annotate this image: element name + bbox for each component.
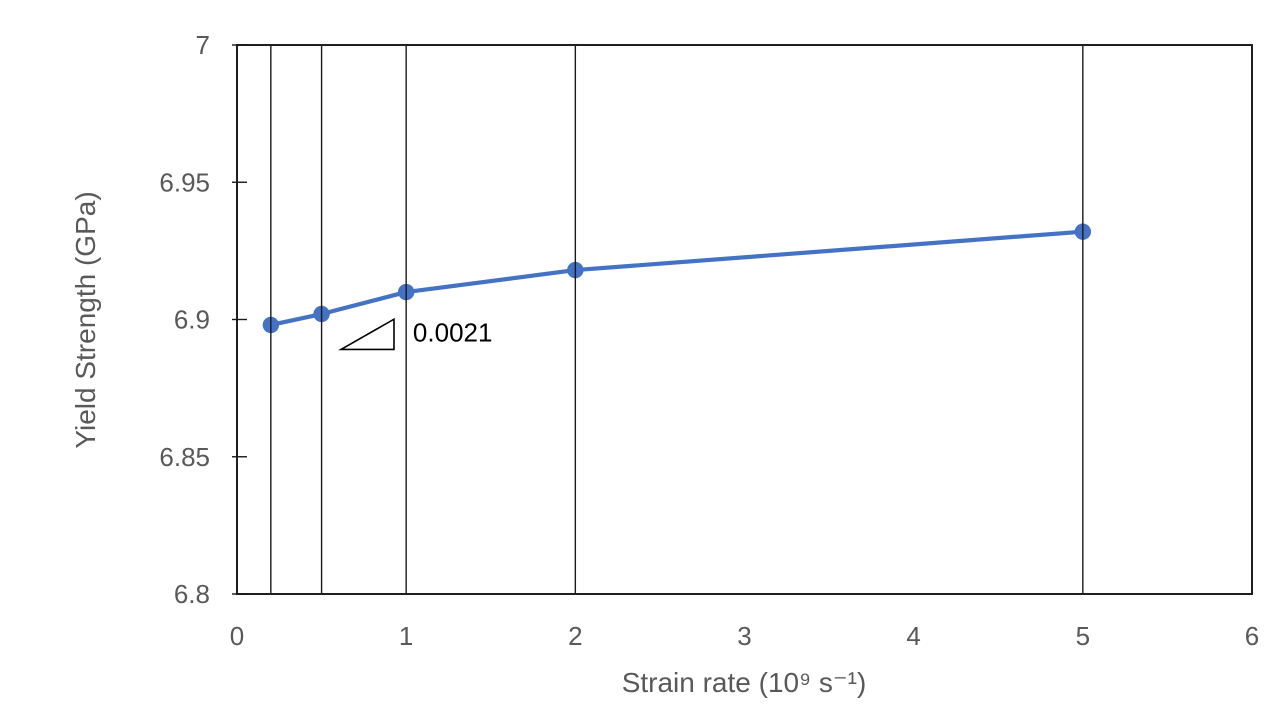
x-tick-label: 3 [737,621,751,651]
slope-value-annotation: 0.0021 [413,317,493,347]
x-tick-label: 0 [230,621,244,651]
y-tick-label: 7 [196,30,210,60]
x-axis-title: Strain rate (10⁹ s⁻¹) [622,667,867,698]
x-tick-label: 5 [1076,621,1090,651]
series-line [268,229,1085,328]
y-tick-label: 6.9 [174,305,210,335]
plot-border [236,44,1253,595]
y-axis-title: Yield Strength (GPa) [70,191,101,448]
x-axis-tick-labels: 0 1 2 3 4 5 6 [230,621,1259,651]
slope-triangle-annotation [338,317,395,351]
x-tick-label: 4 [906,621,920,651]
y-tick-label: 6.85 [159,442,210,472]
y-axis-tick-marks [232,44,247,595]
gridlines [270,45,1084,594]
x-tick-label: 2 [568,621,582,651]
y-tick-label: 6.8 [174,579,210,609]
y-tick-label: 6.95 [159,167,210,197]
series-yield-strength [262,223,1092,334]
y-axis-tick-labels: 6.8 6.85 6.9 6.95 7 [159,30,210,609]
x-tick-label: 6 [1245,621,1259,651]
x-tick-label: 1 [399,621,413,651]
